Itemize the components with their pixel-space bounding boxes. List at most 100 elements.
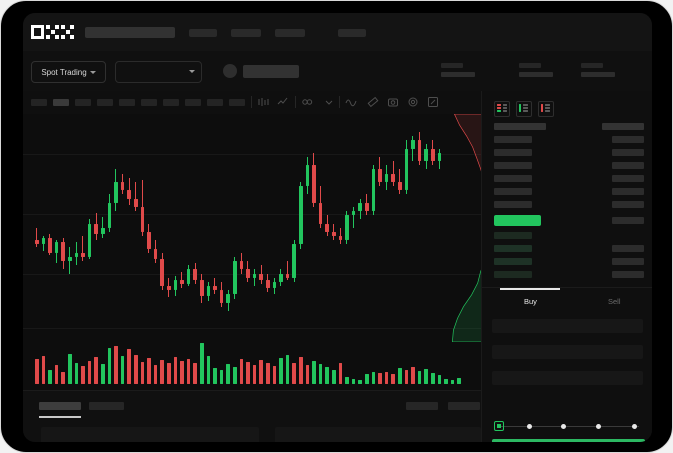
orderbook-mode-asks-icon[interactable] bbox=[538, 101, 554, 117]
timeframe-3[interactable] bbox=[75, 99, 91, 106]
pair-avatar bbox=[223, 64, 237, 78]
nav-item-3[interactable] bbox=[275, 29, 305, 37]
submit-order-button[interactable] bbox=[492, 439, 645, 442]
bottom-action-1[interactable] bbox=[406, 402, 438, 410]
stepper-dot-1[interactable] bbox=[527, 423, 532, 429]
ask-row-price[interactable] bbox=[494, 188, 532, 195]
candle bbox=[140, 114, 145, 329]
stepper-dot-3[interactable] bbox=[596, 423, 601, 429]
stat-2-label bbox=[519, 63, 541, 68]
stepper-dot-2[interactable] bbox=[561, 423, 566, 429]
ruler-icon[interactable] bbox=[367, 96, 379, 108]
bottom-action-2[interactable] bbox=[448, 402, 480, 410]
camera-icon[interactable] bbox=[387, 96, 399, 108]
orderbook-mode-bids-icon[interactable] bbox=[516, 101, 532, 117]
nav-item-2[interactable] bbox=[231, 29, 261, 37]
candle bbox=[160, 114, 164, 329]
nav-item-1[interactable] bbox=[189, 29, 217, 37]
volume-bar bbox=[378, 373, 382, 384]
amount-percent-stepper[interactable] bbox=[494, 420, 642, 432]
candlestick-chart-icon[interactable] bbox=[257, 96, 269, 108]
candle bbox=[134, 114, 138, 329]
tab-buy[interactable]: Buy bbox=[524, 297, 537, 306]
volume-bar bbox=[345, 377, 349, 384]
timeframe-6[interactable] bbox=[141, 99, 157, 106]
candle bbox=[153, 114, 158, 329]
nav-item-4[interactable] bbox=[338, 29, 366, 37]
stepper-handle[interactable] bbox=[494, 421, 504, 431]
settings-icon[interactable] bbox=[407, 96, 419, 108]
volume-bar bbox=[325, 366, 329, 384]
volume-bar bbox=[338, 362, 343, 384]
candle bbox=[180, 114, 184, 329]
volume-bar bbox=[87, 360, 92, 384]
candle bbox=[378, 114, 382, 329]
volume-bar bbox=[266, 362, 270, 384]
ask-row-size bbox=[612, 188, 644, 195]
wave-trend-icon[interactable] bbox=[345, 96, 357, 108]
fullscreen-icon[interactable] bbox=[427, 96, 439, 108]
spot-trading-dropdown[interactable]: Spot Trading bbox=[31, 61, 106, 83]
volume-bar bbox=[41, 356, 46, 384]
price-field[interactable] bbox=[492, 319, 643, 333]
bid-row-price[interactable] bbox=[494, 258, 532, 265]
pair-select[interactable] bbox=[115, 61, 202, 83]
candle bbox=[252, 114, 257, 329]
volume-bar bbox=[365, 374, 369, 384]
bid-row-price[interactable] bbox=[494, 245, 532, 252]
chevron-down-icon[interactable] bbox=[323, 96, 335, 108]
candle bbox=[292, 114, 296, 329]
tab-open-orders[interactable] bbox=[39, 402, 81, 410]
price-chart[interactable] bbox=[23, 114, 481, 390]
ask-row-price[interactable] bbox=[494, 201, 532, 208]
volume-bar bbox=[200, 342, 204, 384]
timeframe-9[interactable] bbox=[207, 99, 223, 106]
candle bbox=[226, 114, 230, 329]
volume-bar bbox=[457, 378, 461, 384]
line-chart-icon[interactable] bbox=[277, 96, 289, 108]
timeframe-8[interactable] bbox=[185, 99, 201, 106]
candlestick-series bbox=[23, 114, 481, 329]
bid-row-price[interactable] bbox=[494, 232, 532, 239]
timeframe-4[interactable] bbox=[97, 99, 113, 106]
timeframe-1[interactable] bbox=[31, 99, 47, 106]
bid-row-size bbox=[612, 245, 644, 252]
tab-order-history[interactable] bbox=[89, 402, 124, 410]
candle bbox=[35, 114, 39, 329]
indicators-icon[interactable] bbox=[301, 96, 313, 108]
ask-row-price[interactable] bbox=[494, 136, 532, 143]
logo-block-o bbox=[31, 25, 44, 39]
volume-bar bbox=[186, 359, 191, 384]
volume-bar bbox=[173, 357, 178, 384]
last-price-row bbox=[494, 215, 541, 226]
stepper-dot-4[interactable] bbox=[632, 423, 637, 429]
candle bbox=[87, 114, 92, 329]
timeframe-2[interactable] bbox=[53, 99, 69, 106]
tab-sell[interactable]: Sell bbox=[608, 297, 621, 306]
candle bbox=[285, 114, 290, 329]
gridline bbox=[23, 154, 481, 155]
amount-field[interactable] bbox=[492, 345, 643, 359]
ask-row-price[interactable] bbox=[494, 162, 532, 169]
ask-row-price[interactable] bbox=[494, 175, 532, 182]
volume-bar bbox=[437, 375, 442, 384]
timeframe-7[interactable] bbox=[163, 99, 179, 106]
search-input[interactable] bbox=[85, 27, 175, 38]
candle bbox=[345, 114, 349, 329]
volume-bar bbox=[48, 369, 52, 384]
ask-row-size bbox=[612, 201, 644, 208]
candle bbox=[74, 114, 79, 329]
timeframe-10[interactable] bbox=[229, 99, 245, 106]
volume-bar bbox=[292, 362, 296, 384]
chevron-down-icon bbox=[89, 70, 96, 74]
timeframe-5[interactable] bbox=[119, 99, 135, 106]
orderbook-mode-both-icon[interactable] bbox=[494, 101, 510, 117]
total-field[interactable] bbox=[492, 371, 643, 385]
ask-row-price[interactable] bbox=[494, 149, 532, 156]
volume-bar bbox=[411, 366, 415, 384]
bid-row-price[interactable] bbox=[494, 271, 532, 278]
okx-logo[interactable] bbox=[31, 25, 75, 39]
orderbook-header-right bbox=[602, 123, 644, 130]
volume-bar bbox=[180, 360, 184, 384]
candle bbox=[107, 114, 112, 329]
